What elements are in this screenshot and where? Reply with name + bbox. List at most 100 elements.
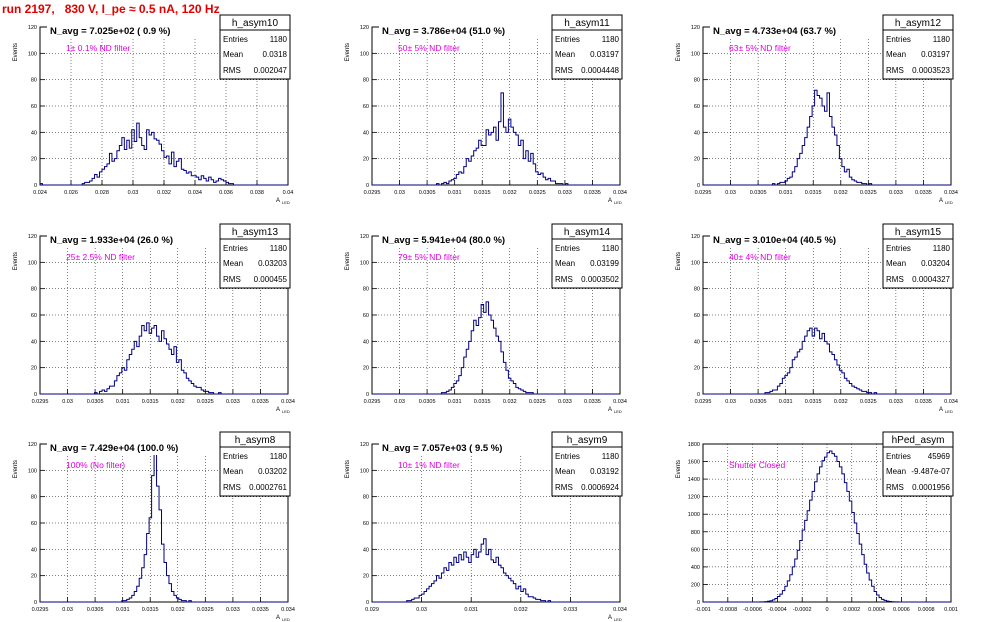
x-axis-label-sub: LED (282, 409, 290, 414)
x-tick-label: -0.0004 (768, 607, 787, 613)
x-axis-label: A (276, 615, 280, 621)
histogram-line (40, 446, 288, 603)
x-tick-label: 0.0295 (695, 399, 712, 405)
stats-rms-label: RMS (555, 66, 573, 75)
navg-label: N_avg = 4.733e+04 (63.7 %) (713, 26, 836, 37)
stats-entries-value: 1180 (933, 35, 951, 44)
y-tick-label: 60 (363, 521, 369, 527)
x-tick-label: 0.032 (157, 190, 171, 196)
stats-rms-label: RMS (223, 275, 241, 284)
x-tick-label: 0.032 (503, 190, 517, 196)
y-tick-label: 60 (694, 104, 700, 110)
stats-entries-value: 1180 (602, 452, 620, 461)
stats-rms-label: RMS (886, 275, 904, 284)
x-tick-label: 0.0295 (695, 190, 712, 196)
x-tick-label: 0.0315 (474, 190, 491, 196)
y-tick-label: 40 (363, 130, 369, 136)
stats-rms-label: RMS (555, 275, 573, 284)
stats-entries-value: 1180 (602, 244, 620, 253)
x-tick-label: 0.034 (188, 190, 202, 196)
filter-label: 1± 0.1% ND filter (66, 43, 130, 53)
y-tick-label: 80 (31, 78, 37, 84)
y-tick-label: 60 (363, 313, 369, 319)
x-tick-label: 0.036 (219, 190, 233, 196)
x-axis-label-sub: LED (945, 409, 953, 414)
stats-title: hPed_asym (892, 435, 945, 446)
histogram-panel-h_asym13: 0.0295 0.03 0.0305 0.031 0.0315 0.032 0.0325 0.… (13, 223, 295, 414)
navg-box (47, 233, 225, 247)
x-tick-label: 0.0315 (805, 399, 822, 405)
stats-rms-value: 0.0004327 (912, 275, 950, 284)
stats-box (551, 431, 623, 497)
x-tick-label: -0.0006 (743, 607, 762, 613)
histogram-line (372, 92, 620, 186)
stats-mean-label: Mean (886, 50, 906, 59)
x-axis-label-sub: LED (282, 617, 290, 622)
stats-mean-label: Mean (555, 259, 575, 268)
y-tick-label: 80 (363, 287, 369, 293)
x-tick-label: 0.031 (779, 399, 793, 405)
histogram-panel-h_asym9: 0.029 0.03 0.031 0.032 0.033 0.034 0 20 40 60 80 10… (345, 431, 627, 622)
x-tick-label: 0.0325 (197, 607, 214, 613)
y-axis-label: Events (345, 43, 351, 61)
stats-title: h_asym10 (232, 18, 279, 29)
x-tick-label: 0.0315 (142, 607, 159, 613)
navg-box (47, 441, 225, 455)
y-tick-label: 80 (363, 78, 369, 84)
y-tick-label: 40 (31, 547, 37, 553)
x-tick-label: 0.0295 (32, 607, 49, 613)
x-tick-label: 0.0325 (529, 399, 546, 405)
filter-label: 50± 5% ND filter (398, 43, 460, 53)
x-tick-label: 0.034 (944, 399, 958, 405)
y-tick-label: 80 (694, 78, 700, 84)
x-tick-label: 0.0004 (868, 607, 885, 613)
y-tick-label: 600 (691, 547, 700, 553)
stats-mean-value: 0.03202 (258, 467, 287, 476)
stats-title: h_asym11 (564, 18, 610, 29)
x-tick-label: 0.033 (226, 399, 240, 405)
stats-rms-label: RMS (886, 66, 904, 75)
y-tick-label: 1400 (688, 477, 700, 483)
y-tick-label: 0 (697, 392, 700, 398)
y-tick-label: 1000 (688, 512, 700, 518)
navg-label: N_avg = 3.010e+04 (40.5 %) (713, 235, 836, 246)
x-tick-label: 0.033 (558, 399, 572, 405)
y-tick-label: 100 (360, 468, 369, 474)
y-tick-label: 100 (691, 51, 700, 57)
y-tick-label: 20 (31, 157, 37, 163)
filter-label: 79± 5% ND filter (398, 252, 460, 262)
navg-box (47, 24, 225, 38)
y-tick-label: 60 (363, 104, 369, 110)
stats-mean-value: -9.487e-07 (911, 467, 950, 476)
x-axis-label: A (608, 198, 612, 204)
y-tick-label: 0 (34, 183, 37, 189)
y-tick-label: 120 (360, 442, 369, 448)
navg-label: N_avg = 3.786e+04 (51.0 %) (382, 26, 505, 37)
y-axis-label: Events (13, 252, 19, 270)
navg-box (710, 24, 888, 38)
x-tick-label: 0.03 (62, 607, 73, 613)
x-axis-label: A (276, 407, 280, 413)
stats-box (882, 14, 954, 80)
stats-rms-value: 0.0003502 (581, 275, 619, 284)
y-tick-label: 200 (691, 582, 700, 588)
histogram-panel-h_asym14: 0.0295 0.03 0.0305 0.031 0.0315 0.032 0.0325 0.… (345, 223, 627, 414)
x-tick-label: 0.0002 (843, 607, 860, 613)
x-tick-label: 0.031 (116, 399, 130, 405)
x-tick-label: 0.034 (613, 399, 627, 405)
histogram-panel-hPed_asym: -0.001 -0.0008 -0.0006 -0.0004 -0.0002 0 0.000… (676, 431, 958, 613)
y-tick-label: 0 (697, 600, 700, 606)
x-tick-label: 0 (825, 607, 828, 613)
run-title: run 2197, 830 V, I_pe ≈ 0.5 nA, 120 Hz (2, 2, 220, 16)
y-tick-label: 40 (694, 339, 700, 345)
x-tick-label: 0.032 (171, 607, 185, 613)
histogram-panel-h_asym12: 0.0295 0.03 0.0305 0.031 0.0315 0.032 0.0325 0.… (676, 14, 958, 205)
y-tick-label: 20 (363, 574, 369, 580)
x-tick-label: 0.024 (33, 190, 47, 196)
stats-rms-label: RMS (223, 66, 241, 75)
y-axis-label: Events (13, 43, 19, 61)
filter-label: 63± 5% ND filter (729, 43, 791, 53)
x-tick-label: 0.03 (128, 190, 139, 196)
x-tick-label: 0.0315 (805, 190, 822, 196)
x-tick-label: 0.031 (448, 399, 462, 405)
